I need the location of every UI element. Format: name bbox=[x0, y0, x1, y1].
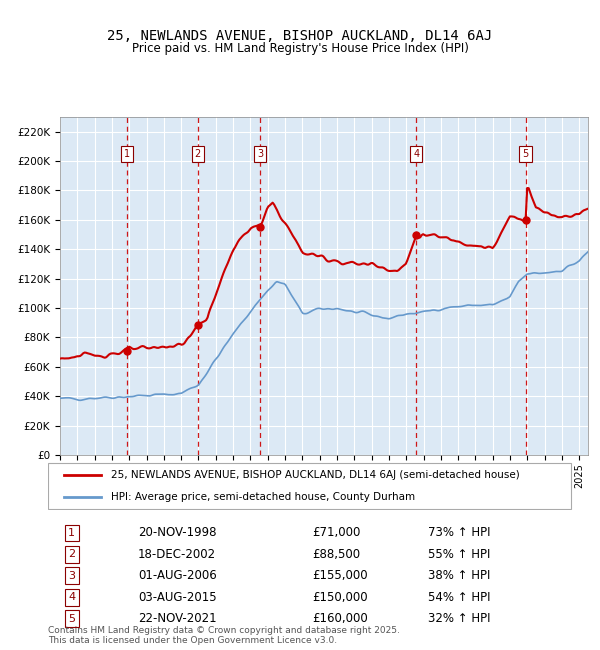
Text: £88,500: £88,500 bbox=[312, 548, 360, 561]
Text: Price paid vs. HM Land Registry's House Price Index (HPI): Price paid vs. HM Land Registry's House … bbox=[131, 42, 469, 55]
Text: 2: 2 bbox=[194, 149, 201, 159]
Text: £160,000: £160,000 bbox=[312, 612, 368, 625]
Text: 25, NEWLANDS AVENUE, BISHOP AUCKLAND, DL14 6AJ: 25, NEWLANDS AVENUE, BISHOP AUCKLAND, DL… bbox=[107, 29, 493, 44]
Text: 3: 3 bbox=[68, 571, 75, 580]
Text: 4: 4 bbox=[68, 592, 76, 602]
Text: 1: 1 bbox=[68, 528, 75, 538]
Text: Contains HM Land Registry data © Crown copyright and database right 2025.
This d: Contains HM Land Registry data © Crown c… bbox=[48, 626, 400, 645]
Text: 5: 5 bbox=[523, 149, 529, 159]
Text: 03-AUG-2015: 03-AUG-2015 bbox=[138, 591, 217, 604]
Text: £71,000: £71,000 bbox=[312, 526, 361, 539]
Text: 2: 2 bbox=[68, 549, 76, 559]
Text: 54% ↑ HPI: 54% ↑ HPI bbox=[428, 591, 491, 604]
Text: £150,000: £150,000 bbox=[312, 591, 368, 604]
Text: 25, NEWLANDS AVENUE, BISHOP AUCKLAND, DL14 6AJ (semi-detached house): 25, NEWLANDS AVENUE, BISHOP AUCKLAND, DL… bbox=[112, 470, 520, 480]
Text: £155,000: £155,000 bbox=[312, 569, 368, 582]
Text: 32% ↑ HPI: 32% ↑ HPI bbox=[428, 612, 491, 625]
Text: 18-DEC-2002: 18-DEC-2002 bbox=[138, 548, 216, 561]
Text: 73% ↑ HPI: 73% ↑ HPI bbox=[428, 526, 491, 539]
FancyBboxPatch shape bbox=[48, 463, 571, 510]
Text: 5: 5 bbox=[68, 614, 75, 623]
Text: 01-AUG-2006: 01-AUG-2006 bbox=[138, 569, 217, 582]
Text: 55% ↑ HPI: 55% ↑ HPI bbox=[428, 548, 491, 561]
Text: 1: 1 bbox=[124, 149, 130, 159]
Text: HPI: Average price, semi-detached house, County Durham: HPI: Average price, semi-detached house,… bbox=[112, 491, 415, 502]
Text: 22-NOV-2021: 22-NOV-2021 bbox=[138, 612, 217, 625]
Text: 3: 3 bbox=[257, 149, 263, 159]
Text: 4: 4 bbox=[413, 149, 419, 159]
Text: 20-NOV-1998: 20-NOV-1998 bbox=[138, 526, 216, 539]
Text: 38% ↑ HPI: 38% ↑ HPI bbox=[428, 569, 491, 582]
